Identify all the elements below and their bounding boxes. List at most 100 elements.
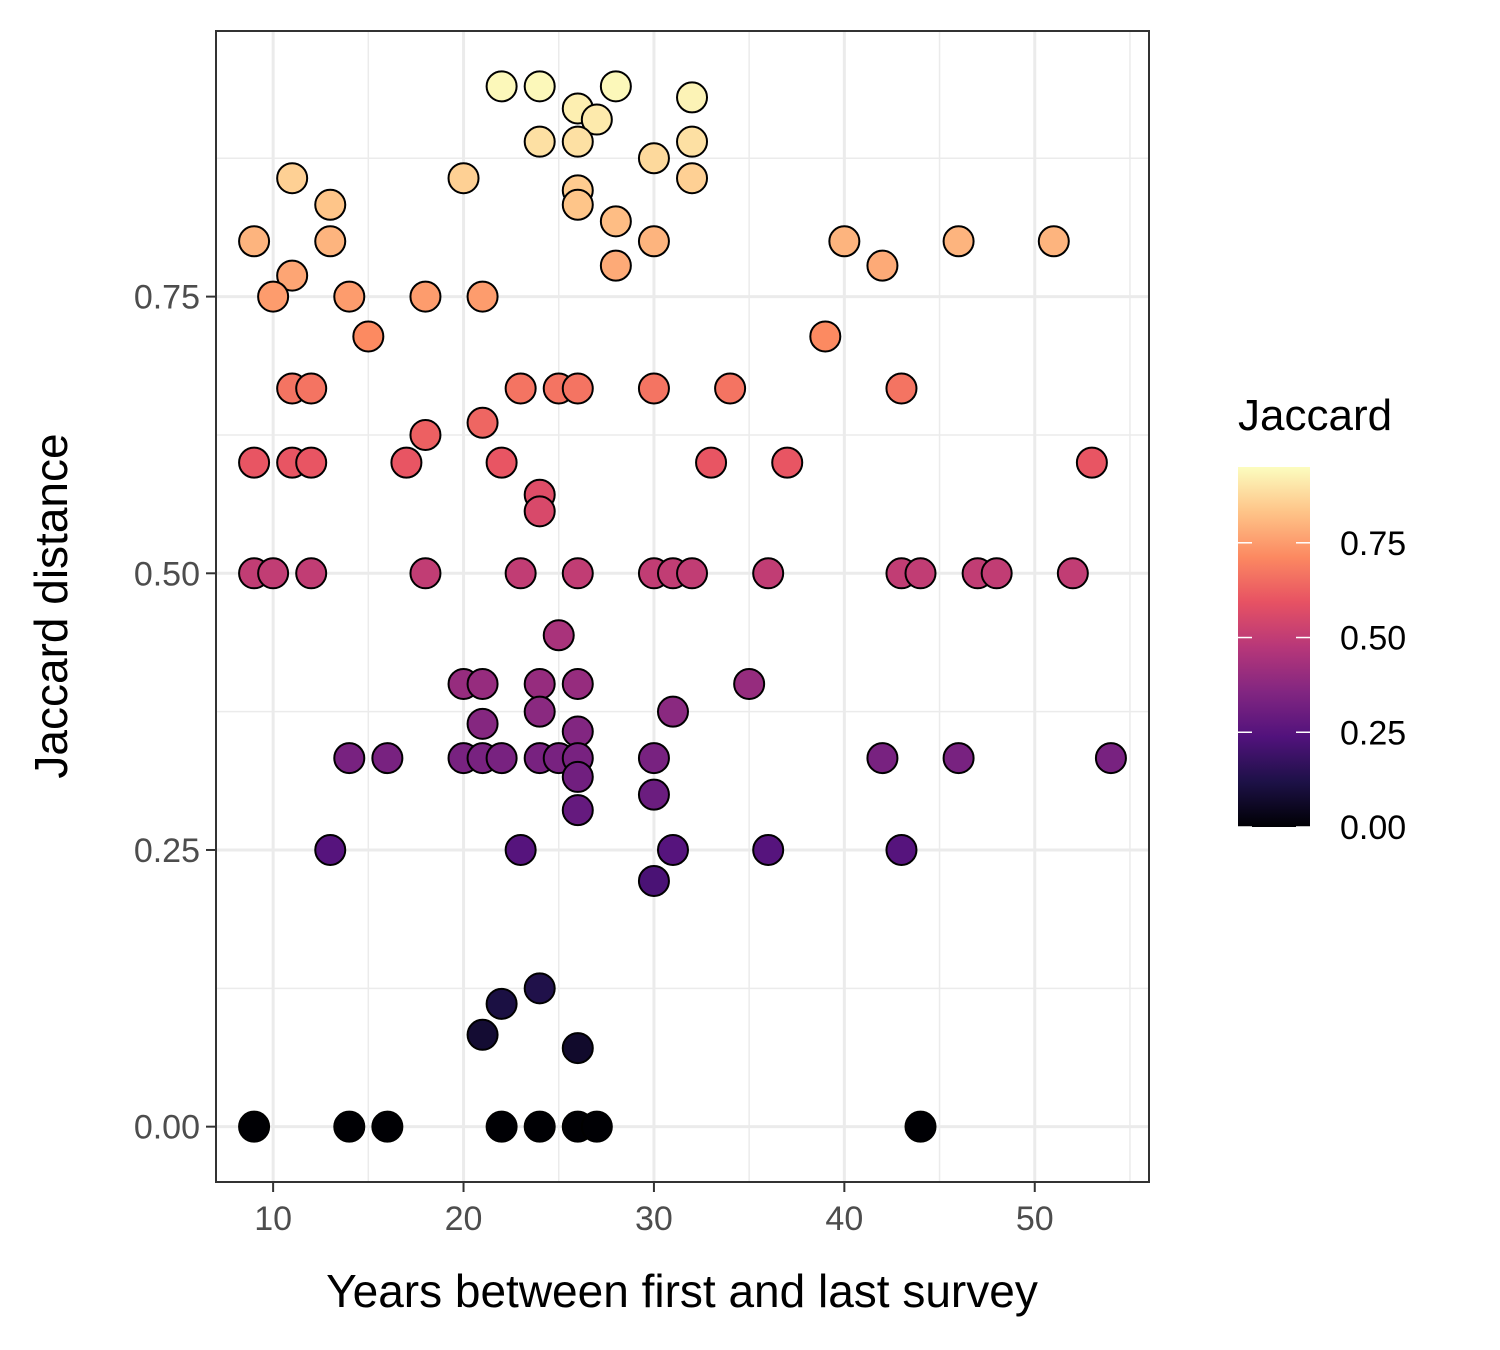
data-point	[580, 103, 613, 136]
data-point	[409, 280, 442, 313]
y-tick-label: 0.00	[134, 1109, 200, 1147]
axes: 10 20 30 40 50 0.00 0.25 0.50 0.75	[134, 279, 1054, 1238]
data-point	[942, 225, 975, 258]
data-point	[485, 742, 518, 775]
data-point	[257, 557, 290, 590]
y-tick-label: 0.25	[134, 832, 200, 870]
data-points	[238, 70, 1127, 1143]
data-point	[561, 760, 594, 793]
data-point	[485, 987, 518, 1020]
data-point	[523, 125, 556, 158]
data-point	[409, 557, 442, 590]
data-point	[580, 1110, 613, 1143]
legend-tick-label: 0.50	[1340, 620, 1406, 658]
data-point	[904, 1110, 937, 1143]
legend-colorbar	[1238, 467, 1310, 827]
data-point	[238, 225, 271, 258]
data-point	[599, 249, 632, 282]
data-point	[1056, 557, 1089, 590]
data-point	[485, 1110, 518, 1143]
data-point	[676, 162, 709, 195]
data-point	[238, 446, 271, 479]
data-point	[676, 81, 709, 114]
data-point	[314, 225, 347, 258]
data-point	[257, 280, 290, 313]
data-point	[371, 742, 404, 775]
data-point	[333, 1110, 366, 1143]
data-point	[466, 406, 499, 439]
data-point	[809, 320, 842, 353]
data-point	[637, 864, 670, 897]
data-point	[333, 742, 366, 775]
data-point	[885, 833, 918, 866]
data-point	[466, 667, 499, 700]
x-tick-label: 50	[1016, 1200, 1054, 1238]
data-point	[333, 280, 366, 313]
data-point	[314, 188, 347, 221]
data-point	[1094, 742, 1127, 775]
data-point	[637, 742, 670, 775]
legend-tick-label: 0.25	[1340, 714, 1406, 752]
data-point	[561, 794, 594, 827]
data-point	[656, 695, 689, 728]
data-point	[904, 557, 937, 590]
data-point	[295, 557, 328, 590]
y-tick-label: 0.75	[134, 279, 200, 317]
data-point	[1075, 446, 1108, 479]
data-point	[295, 372, 328, 405]
data-point	[828, 225, 861, 258]
data-point	[980, 557, 1013, 590]
data-point	[371, 1110, 404, 1143]
data-point	[752, 557, 785, 590]
x-tick-label: 30	[635, 1200, 673, 1238]
x-tick-label: 20	[445, 1200, 483, 1238]
data-point	[637, 372, 670, 405]
data-point	[942, 742, 975, 775]
data-point	[561, 667, 594, 700]
data-point	[314, 833, 347, 866]
data-point	[676, 557, 709, 590]
data-point	[561, 557, 594, 590]
color-legend: Jaccard 0.00 0.25 0.50 0.75	[1238, 391, 1406, 847]
data-point	[866, 742, 899, 775]
data-point	[752, 833, 785, 866]
data-point	[504, 372, 537, 405]
data-point	[390, 446, 423, 479]
data-point	[637, 778, 670, 811]
plot-border	[215, 30, 1150, 1183]
data-point	[714, 372, 747, 405]
x-axis-title: Years between first and last survey	[326, 1265, 1038, 1317]
data-point	[771, 446, 804, 479]
legend-tick-label: 0.75	[1340, 525, 1406, 563]
data-point	[504, 833, 537, 866]
data-point	[523, 972, 556, 1005]
data-point	[637, 225, 670, 258]
data-point	[466, 280, 499, 313]
data-point	[276, 259, 309, 292]
data-point	[561, 1032, 594, 1065]
legend-tick-label: 0.00	[1340, 809, 1406, 847]
data-point	[523, 667, 556, 700]
data-point	[485, 70, 518, 103]
data-point	[599, 70, 632, 103]
data-point	[238, 1110, 271, 1143]
data-point	[523, 695, 556, 728]
data-point	[561, 715, 594, 748]
data-point	[561, 188, 594, 221]
data-point	[409, 418, 442, 451]
data-point	[447, 162, 480, 195]
x-tick-label: 40	[825, 1200, 863, 1238]
data-point	[466, 1018, 499, 1051]
y-tick-label: 0.50	[134, 555, 200, 593]
data-point	[1037, 225, 1070, 258]
data-point	[676, 125, 709, 158]
data-point	[466, 707, 499, 740]
data-point	[523, 495, 556, 528]
legend-title: Jaccard	[1238, 391, 1392, 440]
data-point	[656, 833, 689, 866]
data-point	[276, 162, 309, 195]
data-point	[542, 619, 575, 652]
data-point	[733, 667, 766, 700]
data-point	[295, 446, 328, 479]
